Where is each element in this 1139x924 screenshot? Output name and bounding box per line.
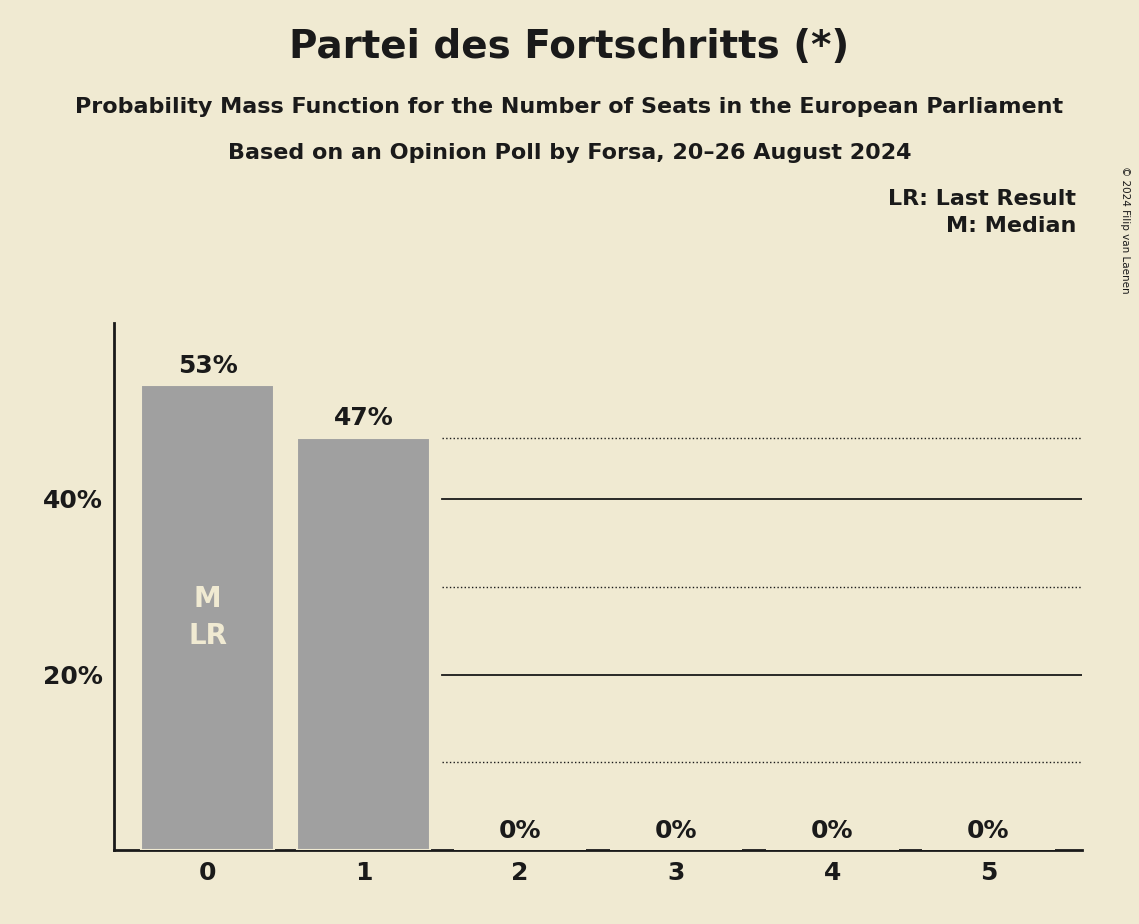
Text: 53%: 53% — [178, 354, 237, 378]
Text: LR: Last Result: LR: Last Result — [888, 189, 1076, 210]
Text: Based on an Opinion Poll by Forsa, 20–26 August 2024: Based on an Opinion Poll by Forsa, 20–26… — [228, 143, 911, 164]
Text: 0%: 0% — [967, 819, 1009, 843]
Text: Partei des Fortschritts (*): Partei des Fortschritts (*) — [289, 28, 850, 66]
Text: M: Median: M: Median — [947, 216, 1076, 237]
Text: 47%: 47% — [334, 407, 394, 431]
Text: © 2024 Filip van Laenen: © 2024 Filip van Laenen — [1120, 166, 1130, 294]
Text: 0%: 0% — [811, 819, 853, 843]
Text: 0%: 0% — [499, 819, 541, 843]
Text: Probability Mass Function for the Number of Seats in the European Parliament: Probability Mass Function for the Number… — [75, 97, 1064, 117]
Text: M
LR: M LR — [188, 585, 227, 650]
Bar — [141, 384, 274, 850]
Bar — [297, 438, 431, 850]
Text: 0%: 0% — [655, 819, 697, 843]
